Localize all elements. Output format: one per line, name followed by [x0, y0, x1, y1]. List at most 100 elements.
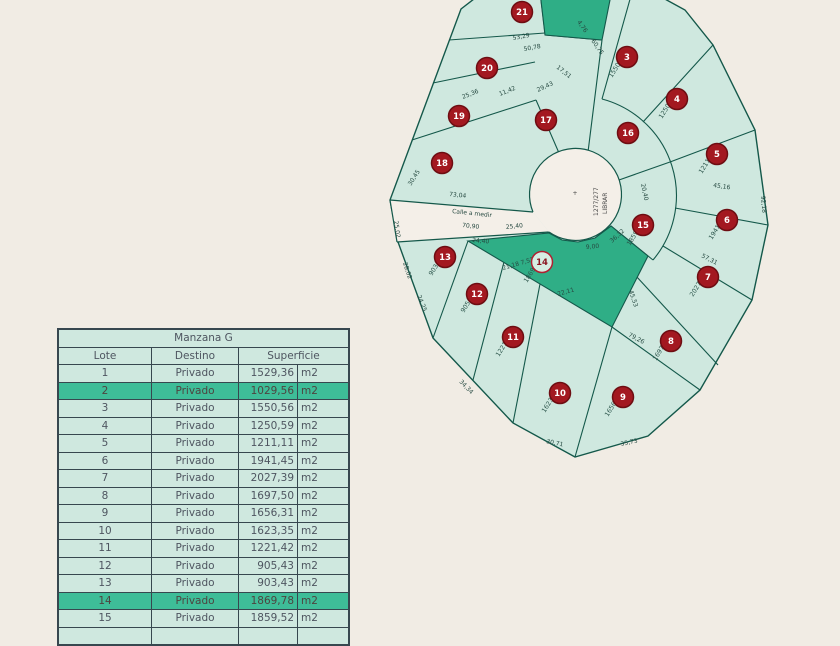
lot-number-7: 7	[705, 273, 711, 283]
culdesac-text-1: LIBRAR	[602, 193, 609, 214]
lot-number-21: 21	[516, 8, 528, 18]
lot-marker-15[interactable]	[631, 213, 655, 237]
lot-number-4: 4	[674, 95, 680, 105]
cell-unit: m2	[297, 451, 350, 470]
cell-unit: m2	[297, 381, 350, 400]
table-row-lote-11[interactable]: 11 Privado 1221,42 m2	[57, 539, 350, 558]
cell-unit: m2	[297, 364, 350, 383]
table-row-lote-13[interactable]: 13 Privado 903,43 m2	[57, 574, 350, 593]
lot-number-18: 18	[436, 159, 448, 169]
table-row-lote-8[interactable]: 8 Privado 1697,50 m2	[57, 486, 350, 505]
lot-marker-17[interactable]	[534, 108, 558, 132]
cell-lote: 15	[57, 609, 152, 628]
lot-number-17: 17	[540, 116, 552, 126]
table-row-lote-6[interactable]: 6 Privado 1941,45 m2	[57, 451, 350, 470]
cul-de-sac	[528, 147, 623, 241]
lot-number-6: 6	[724, 216, 730, 226]
table-row-lote-5[interactable]: 5 Privado 1211,11 m2	[57, 434, 350, 453]
cell-unit: m2	[297, 486, 350, 505]
lot-marker-4[interactable]	[665, 87, 689, 111]
cell-destino: Privado	[151, 486, 239, 505]
cell-superficie: 2027,39	[238, 469, 298, 488]
table-row-lote-12[interactable]: 12 Privado 905,43 m2	[57, 556, 350, 575]
cell-destino: Privado	[151, 469, 239, 488]
cell-superficie: 1697,50	[238, 486, 298, 505]
measurement-label: 9,00	[586, 243, 600, 251]
lot-marker-13[interactable]	[433, 245, 457, 269]
table-row-lote-14[interactable]: 14 Privado 1869,78 m2	[57, 591, 350, 610]
lot-table: Manzana G Lote Destino Superficie 1 Priva…	[57, 328, 350, 646]
cell-destino: Privado	[151, 609, 239, 628]
lot-marker-3[interactable]	[615, 45, 639, 69]
lot-number-13: 13	[439, 253, 451, 263]
cell-destino: Privado	[151, 434, 239, 453]
lot-marker-10[interactable]	[548, 381, 572, 405]
lot-number-12: 12	[471, 290, 483, 300]
cell-lote: 5	[57, 434, 152, 453]
cell-superficie: 1869,78	[238, 591, 298, 610]
measurement-label: 50,78	[523, 43, 541, 53]
cell-unit: m2	[297, 521, 350, 540]
lot-number-15: 15	[637, 221, 649, 231]
measurement-label: 45,16	[713, 182, 731, 191]
measurement-label: 24,40	[472, 237, 490, 245]
cell-destino: Privado	[151, 539, 239, 558]
lot-marker-9[interactable]	[611, 385, 635, 409]
lot-marker-18[interactable]	[430, 151, 454, 175]
measurement-label: 92,18	[759, 196, 767, 214]
measurement-label: 53,29	[512, 32, 530, 42]
cell-superficie: 905,43	[238, 556, 298, 575]
lot-marker-14[interactable]	[530, 250, 554, 274]
lot-2-highlighted[interactable]	[538, 0, 615, 41]
street-name: Calle a medir	[452, 208, 493, 219]
lot-marker-19[interactable]	[447, 104, 471, 128]
col-header-superficie: Superficie	[238, 346, 350, 365]
lot-marker-6[interactable]	[715, 208, 739, 232]
cell-unit: m2	[297, 556, 350, 575]
lot-number-19: 19	[453, 112, 465, 122]
measurement-label: 25,40	[505, 222, 523, 231]
lot-number-5: 5	[714, 150, 720, 160]
cell-unit: m2	[297, 504, 350, 523]
cell-lote: 13	[57, 574, 152, 593]
cell-destino: Privado	[151, 364, 239, 383]
lot-marker-12[interactable]	[465, 282, 489, 306]
cul-de-sac-labels: + LIBRAR 1277/277	[572, 187, 609, 216]
cell-superficie: 1859,52	[238, 609, 298, 628]
cell-lote: 9	[57, 504, 152, 523]
cell-lote: 11	[57, 539, 152, 558]
lot-number-3: 3	[624, 53, 630, 63]
cell-destino: Privado	[151, 399, 239, 418]
lot-number-11: 11	[507, 333, 519, 343]
measurement-label: 70,90	[462, 222, 480, 231]
cell-lote: 8	[57, 486, 152, 505]
cell-destino: Privado	[151, 504, 239, 523]
cell-unit: m2	[297, 399, 350, 418]
lot-marker-11[interactable]	[501, 325, 525, 349]
table-row-lote-2[interactable]: 2 Privado 1029,56 m2	[57, 381, 350, 400]
lot-marker-16[interactable]	[616, 121, 640, 145]
lot-marker-20[interactable]	[475, 56, 499, 80]
cell-unit: m2	[297, 591, 350, 610]
lot-marker-7[interactable]	[696, 265, 720, 289]
table-row-lote-7[interactable]: 7 Privado 2027,39 m2	[57, 469, 350, 488]
cell-superficie: 1941,45	[238, 451, 298, 470]
cell-superficie: 1550,56	[238, 399, 298, 418]
cell-superficie: 1250,59	[238, 416, 298, 435]
table-row-lote-3[interactable]: 3 Privado 1550,56 m2	[57, 399, 350, 418]
lot-marker-21[interactable]	[510, 0, 534, 24]
lot-marker-8[interactable]	[659, 329, 683, 353]
table-row-lote-15[interactable]: 15 Privado 1859,52 m2	[57, 609, 350, 628]
table-row-lote-10[interactable]: 10 Privado 1623,35 m2	[57, 521, 350, 540]
table-title-row: Manzana G	[57, 328, 350, 348]
lot-marker-5[interactable]	[705, 142, 729, 166]
cell-lote: 1	[57, 364, 152, 383]
measurement-label: 22,11	[557, 286, 576, 298]
center-cross: +	[572, 190, 577, 197]
table-row-lote-1[interactable]: 1 Privado 1529,36 m2	[57, 364, 350, 383]
lot-number-10: 10	[554, 389, 566, 399]
table-row-lote-9[interactable]: 9 Privado 1656,31 m2	[57, 504, 350, 523]
cell-unit: m2	[297, 469, 350, 488]
table-row-lote-4[interactable]: 4 Privado 1250,59 m2	[57, 416, 350, 435]
